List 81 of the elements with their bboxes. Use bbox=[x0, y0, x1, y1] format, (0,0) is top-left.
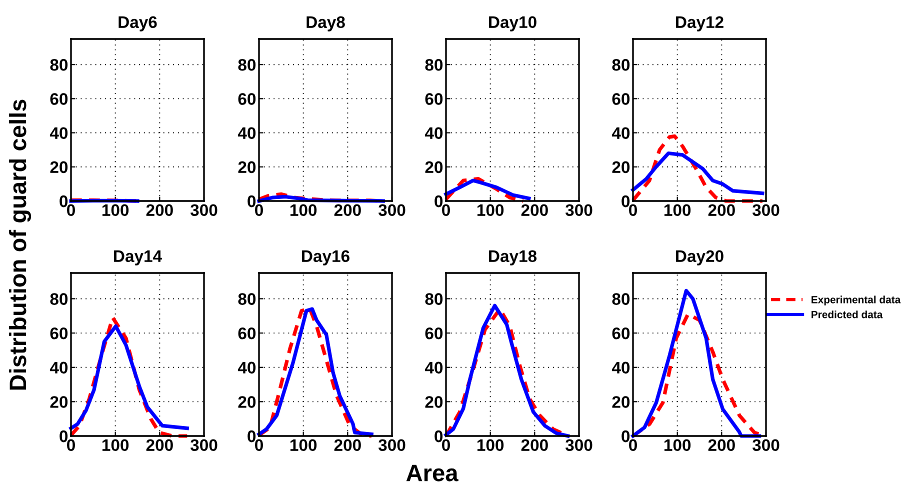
x-tick-label: 100 bbox=[290, 439, 317, 452]
x-tick-label: 300 bbox=[752, 204, 780, 216]
y-tick-label: 80 bbox=[612, 58, 630, 71]
x-tick-label: 100 bbox=[477, 204, 504, 216]
x-tick-label: 300 bbox=[378, 439, 406, 452]
x-tick-label: 200 bbox=[521, 204, 548, 216]
y-tick-label: 40 bbox=[238, 127, 256, 139]
x-tick-label: 300 bbox=[190, 439, 218, 452]
y-tick-label: 20 bbox=[612, 396, 630, 408]
y-tick-label: 80 bbox=[50, 58, 68, 71]
y-tick-label: 20 bbox=[50, 161, 68, 174]
x-tick-label: 200 bbox=[334, 204, 361, 216]
y-tick-label: 20 bbox=[238, 161, 256, 174]
x-tick-label: 100 bbox=[664, 439, 691, 452]
x-tick-label: 300 bbox=[190, 204, 218, 216]
y-tick-label: 60 bbox=[425, 327, 443, 340]
y-tick-label: 80 bbox=[238, 293, 256, 305]
x-tick-label: 300 bbox=[752, 439, 780, 452]
y-tick-label: 40 bbox=[50, 127, 68, 139]
x-tick-label: 200 bbox=[334, 439, 361, 452]
y-tick-label: 60 bbox=[238, 327, 256, 340]
line-series bbox=[631, 134, 764, 203]
legend-label: Predicted data bbox=[812, 310, 883, 318]
x-tick-label: 200 bbox=[708, 204, 735, 216]
y-tick-label: 40 bbox=[238, 362, 256, 374]
y-tick-label: 60 bbox=[425, 93, 443, 105]
y-tick-label: 0 bbox=[248, 195, 256, 208]
y-tick-label: 20 bbox=[50, 396, 68, 408]
y-tick-label: 60 bbox=[612, 93, 630, 105]
chart-title: Day8 bbox=[306, 16, 345, 32]
y-tick-label: 40 bbox=[424, 127, 443, 139]
y-tick-label: 0 bbox=[434, 195, 443, 208]
y-tick-label: 0 bbox=[434, 430, 443, 442]
y-tick-label: 0 bbox=[622, 430, 630, 442]
chart-title: Day14 bbox=[114, 250, 162, 266]
y-tick-label: 40 bbox=[612, 362, 630, 374]
x-tick-label: 300 bbox=[565, 439, 592, 452]
chart-title: Day16 bbox=[302, 250, 350, 266]
legend-label: Experimental data bbox=[812, 296, 901, 306]
x-tick-label: 100 bbox=[477, 439, 504, 452]
y-tick-label: 80 bbox=[425, 58, 443, 71]
x-tick-label: 200 bbox=[146, 439, 173, 452]
y-axis-title: Distribution of guard cells bbox=[8, 100, 32, 390]
y-tick-label: 0 bbox=[60, 430, 68, 442]
line-series bbox=[631, 151, 764, 196]
x-tick-label: 100 bbox=[664, 204, 691, 216]
y-tick-label: 20 bbox=[425, 396, 443, 408]
y-tick-label: 60 bbox=[50, 93, 68, 105]
chart-title: Day12 bbox=[676, 16, 724, 32]
y-tick-label: 0 bbox=[248, 430, 256, 442]
y-tick-label: 20 bbox=[612, 161, 630, 174]
x-tick-label: 200 bbox=[708, 439, 735, 452]
y-tick-label: 40 bbox=[424, 362, 443, 374]
chart-title: Day20 bbox=[676, 250, 724, 266]
line-series bbox=[631, 288, 762, 438]
chart-title: Day6 bbox=[118, 16, 157, 32]
y-tick-label: 40 bbox=[50, 362, 68, 374]
y-tick-label: 60 bbox=[50, 327, 68, 340]
y-tick-label: 80 bbox=[238, 58, 256, 71]
x-tick-label: 100 bbox=[290, 204, 317, 216]
y-tick-label: 60 bbox=[238, 93, 256, 105]
y-tick-label: 0 bbox=[622, 195, 630, 208]
line-series bbox=[444, 177, 525, 203]
y-tick-label: 60 bbox=[612, 327, 630, 340]
y-tick-label: 80 bbox=[612, 293, 630, 305]
x-tick-label: 100 bbox=[102, 439, 129, 452]
y-tick-label: 20 bbox=[238, 396, 256, 408]
y-tick-label: 80 bbox=[50, 293, 68, 305]
chart-title: Day10 bbox=[489, 16, 536, 32]
x-axis-title: Area bbox=[406, 464, 458, 482]
x-tick-label: 200 bbox=[146, 204, 173, 216]
y-tick-label: 40 bbox=[612, 127, 630, 139]
x-tick-label: 200 bbox=[521, 439, 548, 452]
y-tick-label: 20 bbox=[425, 161, 443, 174]
y-tick-label: 0 bbox=[60, 195, 68, 208]
x-tick-label: 300 bbox=[378, 204, 406, 216]
x-tick-label: 300 bbox=[565, 204, 592, 216]
line-series bbox=[444, 178, 531, 200]
y-tick-label: 80 bbox=[425, 293, 443, 305]
x-tick-label: 100 bbox=[102, 204, 129, 216]
chart-title: Day18 bbox=[489, 250, 537, 266]
